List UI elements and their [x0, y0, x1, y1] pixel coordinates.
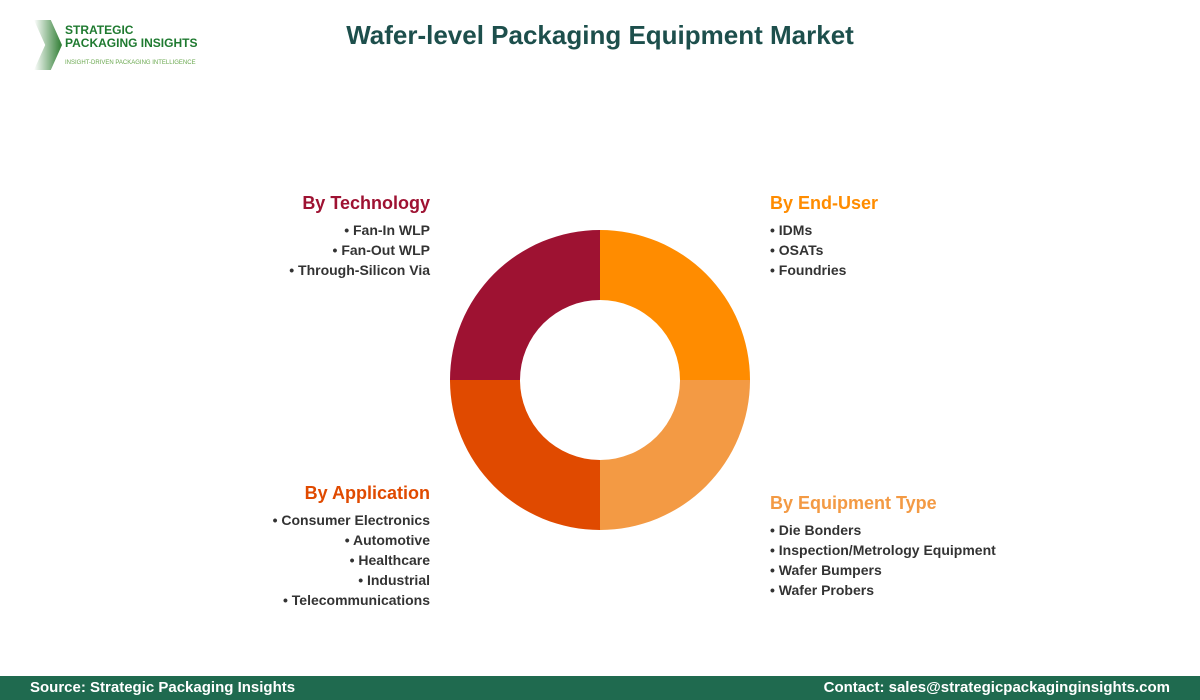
logo: STRATEGIC PACKAGING INSIGHTS INSIGHT-DRIV…	[34, 20, 214, 72]
segment-application: By Application Consumer ElectronicsAutom…	[273, 483, 430, 610]
segment-item: Automotive	[273, 530, 430, 550]
segment-item: Consumer Electronics	[273, 510, 430, 530]
segment-item: Healthcare	[273, 550, 430, 570]
footer-source: Source: Strategic Packaging Insights	[30, 679, 296, 696]
segment-title: By Application	[304, 483, 430, 503]
donut-slice-by-equipment-type	[600, 380, 750, 530]
segment-equipment: By Equipment Type Die BondersInspection/…	[770, 493, 996, 600]
segment-item: Wafer Probers	[770, 580, 996, 600]
segment-item: Die Bonders	[770, 520, 996, 540]
logo-name: STRATEGIC PACKAGING INSIGHTS	[65, 23, 198, 50]
segment-item: IDMs	[770, 220, 878, 240]
footer: Source: Strategic Packaging Insights Con…	[0, 676, 1200, 700]
segment-item: Inspection/Metrology Equipment	[770, 540, 996, 560]
segment-end-user: By End-User IDMsOSATsFoundries	[770, 193, 878, 280]
segment-item: Telecommunications	[273, 590, 430, 610]
logo-tagline: INSIGHT-DRIVEN PACKAGING INTELLIGENCE	[65, 60, 196, 66]
segment-item: Through-Silicon Via	[289, 260, 430, 280]
segment-item: OSATs	[770, 240, 878, 260]
segment-item: Foundries	[770, 260, 878, 280]
segment-title: By End-User	[770, 193, 879, 213]
segment-item: Industrial	[273, 570, 430, 590]
segment-title: By Equipment Type	[770, 493, 937, 513]
footer-contact: Contact: sales@strategicpackaginginsight…	[823, 679, 1170, 696]
segment-item: Fan-Out WLP	[289, 240, 430, 260]
segment-item: Wafer Bumpers	[770, 560, 996, 580]
donut-slice-by-end-user	[600, 230, 750, 380]
segment-technology: By Technology Fan-In WLPFan-Out WLPThrou…	[289, 193, 430, 280]
segment-title: By Technology	[302, 193, 430, 213]
page-title: Wafer-level Packaging Equipment Market	[346, 20, 854, 50]
segment-item: Fan-In WLP	[289, 220, 430, 240]
donut-slice-by-technology	[450, 230, 600, 380]
donut-slice-by-application	[450, 380, 600, 530]
